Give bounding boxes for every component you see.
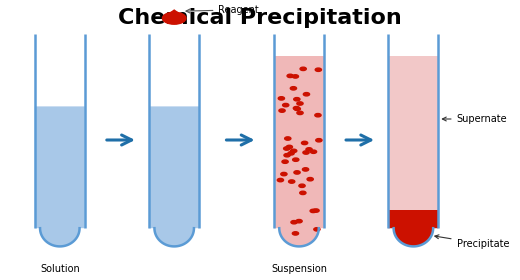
Text: Precipitate: Precipitate — [435, 235, 509, 249]
Circle shape — [297, 111, 303, 115]
Polygon shape — [388, 210, 438, 246]
Circle shape — [296, 220, 302, 223]
Circle shape — [293, 158, 299, 161]
Circle shape — [290, 87, 296, 90]
Circle shape — [282, 103, 289, 107]
Circle shape — [303, 93, 309, 96]
Circle shape — [307, 178, 313, 181]
Circle shape — [313, 209, 319, 212]
Circle shape — [316, 139, 322, 142]
Circle shape — [286, 145, 292, 149]
Circle shape — [281, 172, 287, 176]
Text: Solution: Solution — [40, 264, 80, 274]
Polygon shape — [165, 9, 183, 15]
Circle shape — [310, 150, 317, 153]
Circle shape — [283, 147, 290, 150]
Circle shape — [303, 151, 309, 154]
Circle shape — [315, 113, 321, 117]
Polygon shape — [35, 106, 85, 246]
Circle shape — [289, 180, 295, 183]
Text: Chemical Precipitation: Chemical Precipitation — [118, 8, 402, 28]
Circle shape — [294, 107, 301, 111]
Text: Suspension: Suspension — [271, 264, 327, 274]
Polygon shape — [149, 106, 199, 246]
Polygon shape — [388, 56, 438, 246]
Circle shape — [314, 228, 320, 231]
Text: Supernate: Supernate — [443, 114, 507, 124]
Circle shape — [278, 97, 284, 100]
Circle shape — [288, 152, 294, 155]
Polygon shape — [274, 56, 324, 246]
Circle shape — [306, 148, 312, 151]
Circle shape — [302, 141, 308, 145]
Circle shape — [293, 106, 300, 110]
Circle shape — [284, 153, 290, 157]
Circle shape — [300, 191, 306, 195]
Circle shape — [277, 178, 283, 182]
Circle shape — [299, 184, 305, 187]
Circle shape — [303, 168, 309, 171]
Ellipse shape — [162, 11, 187, 25]
Circle shape — [292, 232, 298, 235]
Circle shape — [315, 68, 321, 71]
Circle shape — [279, 109, 285, 112]
Circle shape — [291, 221, 297, 224]
Circle shape — [297, 102, 303, 105]
Circle shape — [300, 67, 306, 71]
Circle shape — [284, 137, 291, 140]
Circle shape — [291, 149, 297, 153]
Circle shape — [287, 74, 293, 78]
Circle shape — [310, 209, 316, 213]
Circle shape — [294, 97, 300, 101]
Circle shape — [292, 75, 298, 78]
Text: Reagent: Reagent — [186, 5, 259, 15]
Circle shape — [294, 171, 300, 174]
Circle shape — [282, 160, 288, 163]
